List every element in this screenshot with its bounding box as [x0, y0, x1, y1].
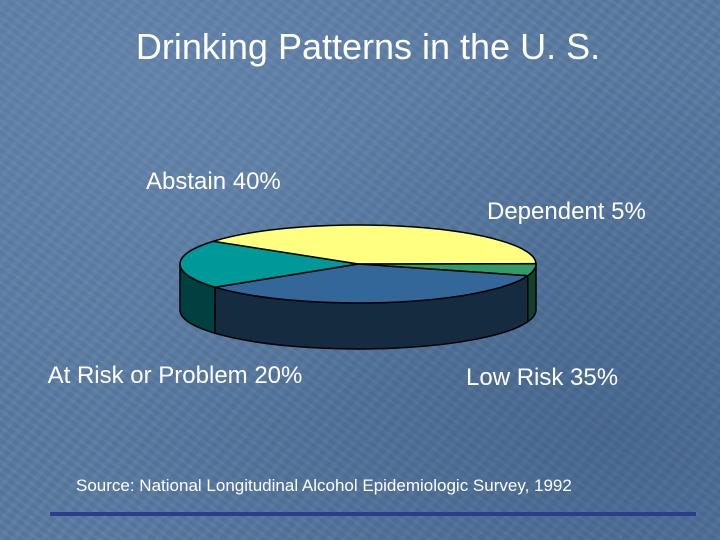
slice-label-dependent: Dependent 5% — [487, 198, 646, 225]
pie-slice-abstain — [212, 224, 537, 265]
pie-slice-at-risk-or-problem — [179, 240, 359, 288]
slice-label-abstain: Abstain 40% — [146, 168, 281, 195]
slice-label-low-risk: Low Risk 35% — [466, 364, 619, 391]
source-note: Source: National Longitudinal Alcohol Ep… — [76, 476, 572, 495]
slide-title: Drinking Patterns in the U. S. — [135, 26, 601, 67]
footer-rule — [50, 512, 696, 516]
slice-label-at-risk: At Risk or Problem 20% — [47, 362, 303, 389]
pie-slice-low-risk — [214, 263, 529, 304]
